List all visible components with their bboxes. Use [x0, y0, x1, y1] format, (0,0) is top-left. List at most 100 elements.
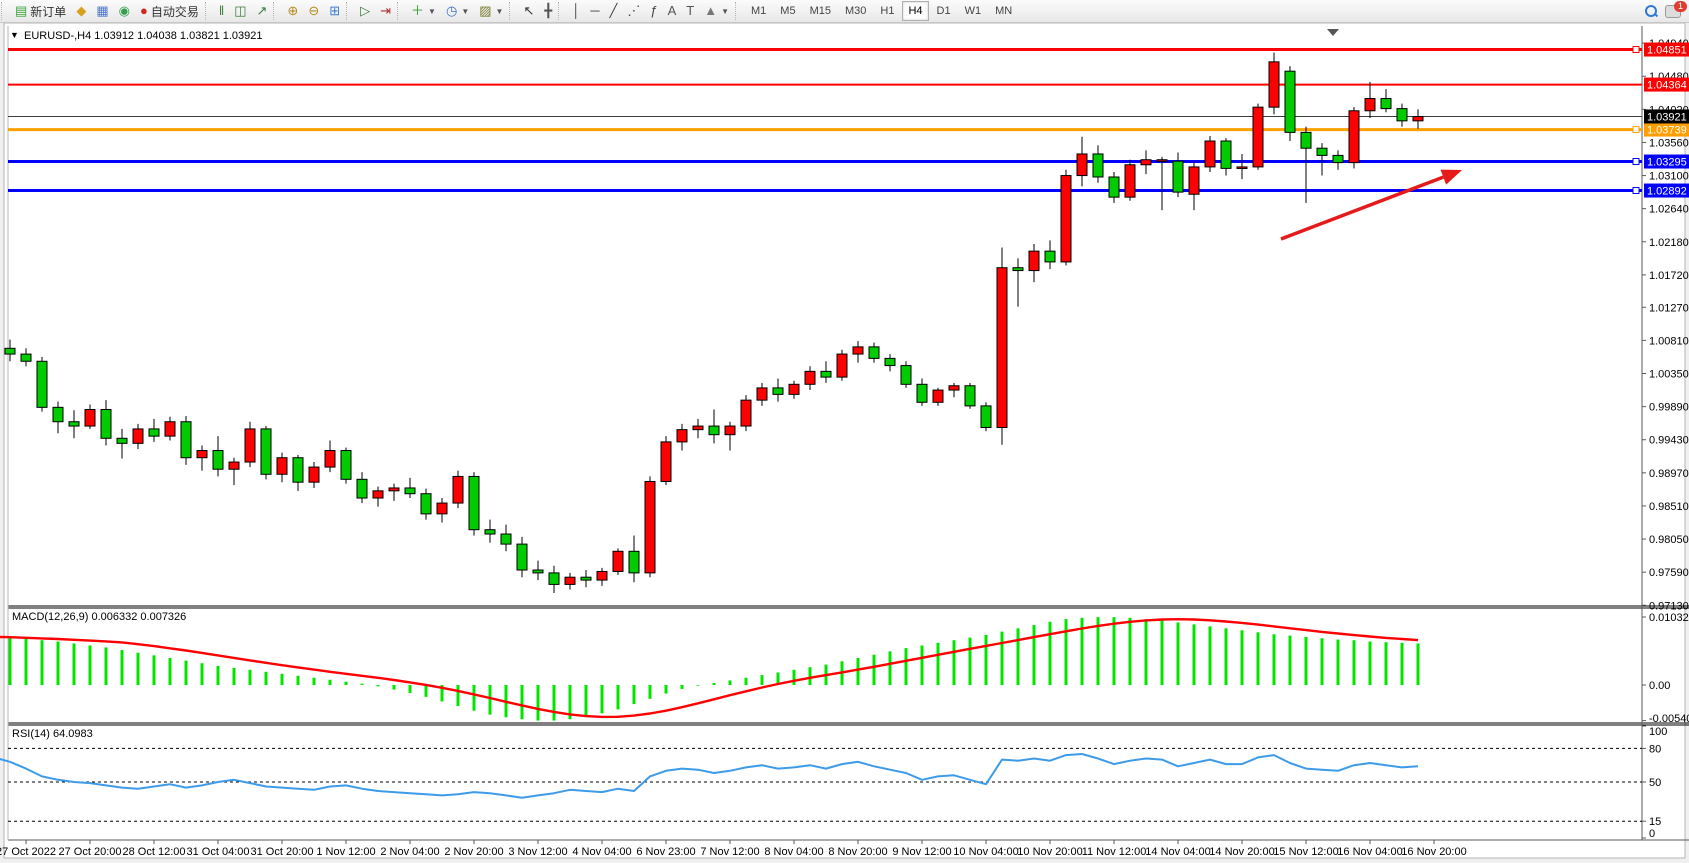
chart-shift-icon: ⇥ [380, 3, 392, 18]
toolbar-separator [273, 2, 281, 20]
chart-title: ▼ EURUSD-,H4 1.03912 1.04038 1.03821 1.03… [10, 30, 263, 42]
svg-text:0.98970: 0.98970 [1649, 468, 1689, 480]
svg-text:14 Nov 04:00: 14 Nov 04:00 [1145, 846, 1210, 858]
svg-text:1.02892: 1.02892 [1647, 186, 1687, 198]
text-button[interactable]: A [663, 0, 682, 22]
templates-button[interactable]: ▨ ▼ [474, 0, 508, 22]
zoom-in-button[interactable]: ⊕ [282, 0, 303, 22]
price-level-badge: 1.04364 [1644, 77, 1689, 92]
svg-text:27 Oct 20:00: 27 Oct 20:00 [59, 846, 122, 858]
resistance-line-1-handle[interactable] [1632, 46, 1640, 54]
timeframe-button-d1[interactable]: D1 [936, 5, 951, 17]
clock-icon: ◷ [445, 3, 458, 18]
candles-layer [4, 52, 1424, 594]
chart-shift-button[interactable]: ⇥ [375, 0, 396, 22]
tile-windows-button[interactable]: ⊞ [324, 0, 345, 22]
line-chart-button[interactable]: ↗ [252, 0, 273, 22]
toolbar-separator [509, 2, 517, 20]
svg-text:1.03560: 1.03560 [1649, 137, 1689, 149]
sound-button[interactable]: ◆ [71, 0, 91, 22]
vline-icon: │ [572, 3, 581, 18]
new-order-button[interactable]: ▤ 新订单 [10, 0, 71, 22]
timeframe-button-m5[interactable]: M5 [780, 5, 796, 17]
hline-button[interactable]: ─ [585, 0, 604, 22]
bid-price-badge: 1.03921 [1644, 109, 1689, 124]
messages-icon[interactable]: 1 [1665, 0, 1687, 18]
svg-text:10 Nov 04:00: 10 Nov 04:00 [953, 846, 1018, 858]
horn-icon: ◆ [76, 3, 87, 18]
timeframe-button-m1[interactable]: M1 [751, 5, 767, 17]
autotrade-icon: ● [139, 3, 148, 18]
svg-text:10 Nov 20:00: 10 Nov 20:00 [1017, 846, 1082, 858]
trendline-icon: ╱ [609, 3, 618, 18]
svg-text:1.03739: 1.03739 [1647, 125, 1687, 137]
chevron-down-icon: ▼ [461, 6, 470, 16]
svg-text:1.00810: 1.00810 [1649, 335, 1689, 347]
label-button[interactable]: T [681, 0, 699, 22]
shapes-button[interactable]: ▲ ▼ [699, 0, 734, 22]
trend-arrow[interactable] [1280, 169, 1462, 241]
hline-icon: ─ [590, 3, 600, 18]
svg-text:31 Oct 04:00: 31 Oct 04:00 [187, 846, 250, 858]
periods-button[interactable]: ◷ ▼ [441, 0, 474, 22]
toolbar: ▤ 新订单 ◆ ▦ ◉ ● 自动交易 ‖ ◫ ↗ ⊕ ⊖ ⊞ ▷ ⇥ ＋ ▼ ◷ ▼ ▨ ▼ ↖ ╋ │ ─ ╱ ⋰ ƒ A T ▲ ▼ M1 M… [0, 0, 1689, 23]
search-icon[interactable] [1645, 5, 1657, 17]
crosshair-button[interactable]: ╋ [539, 0, 557, 22]
indicators-button[interactable]: ＋ ▼ [406, 0, 441, 22]
macd-scale: 0.010322 0.00 -0.005408 [1642, 612, 1689, 725]
autotrade-button-label: 自动交易 [150, 4, 199, 19]
price-level-badge: 1.04851 [1644, 42, 1689, 57]
autotrade-button[interactable]: ● 自动交易 [135, 0, 204, 22]
svg-text:100: 100 [1649, 726, 1667, 738]
channel-button[interactable]: ⋰ [622, 0, 645, 22]
svg-text:0.98510: 0.98510 [1649, 501, 1689, 513]
terminal-button[interactable]: ▦ [91, 0, 113, 22]
macd-signal-line [0, 618, 1419, 719]
svg-text:27 Oct 2022: 27 Oct 2022 [0, 846, 56, 858]
svg-text:2 Nov 20:00: 2 Nov 20:00 [444, 846, 503, 858]
svg-text:50: 50 [1649, 777, 1661, 789]
text-label-icon: T [686, 3, 695, 18]
timeframe-button-mn[interactable]: MN [995, 5, 1013, 17]
timeframe-button-h1[interactable]: H1 [880, 5, 895, 17]
chart-window-background [3, 22, 1686, 859]
timeframe-button-h4[interactable]: H4 [902, 1, 929, 21]
timeframe-button-w1[interactable]: W1 [964, 5, 982, 17]
vline-button[interactable]: │ [567, 0, 585, 22]
svg-text:8 Nov 04:00: 8 Nov 04:00 [764, 846, 823, 858]
svg-text:3 Nov 12:00: 3 Nov 12:00 [508, 846, 567, 858]
bar-chart-button[interactable]: ‖ [214, 0, 229, 22]
toolbar-separator [397, 2, 405, 20]
fibonacci-icon: ƒ [650, 3, 658, 18]
svg-text:1.03295: 1.03295 [1647, 157, 1687, 169]
pivot-line-orange-handle[interactable] [1632, 126, 1640, 134]
auto-scroll-button[interactable]: ▷ [355, 0, 375, 22]
support-line-2-handle[interactable] [1632, 187, 1640, 195]
svg-text:7 Nov 12:00: 7 Nov 12:00 [700, 846, 759, 858]
chart-shift-marker[interactable] [1327, 29, 1339, 36]
new-order-button-label: 新订单 [30, 4, 67, 19]
svg-text:1.00350: 1.00350 [1649, 369, 1689, 381]
support-line-1-handle[interactable] [1632, 158, 1640, 166]
svg-text:8 Nov 20:00: 8 Nov 20:00 [828, 846, 887, 858]
zoom-in-icon: ⊕ [287, 3, 299, 18]
zoom-out-button[interactable]: ⊖ [303, 0, 324, 22]
tile-windows-icon: ⊞ [329, 3, 341, 18]
signal-button[interactable]: ◉ [114, 0, 135, 22]
template-icon: ▨ [479, 3, 492, 18]
candlestick-button[interactable]: ◫ [229, 0, 251, 22]
svg-text:0.97590: 0.97590 [1649, 567, 1689, 579]
svg-text:11 Nov 12:00: 11 Nov 12:00 [1082, 846, 1147, 858]
macd-label: MACD(12,26,9) 0.006332 0.007326 [12, 611, 186, 623]
rsi-scale: 100 80 50 150 [1642, 725, 1667, 840]
trendline-button[interactable]: ╱ [605, 0, 623, 22]
rsi-indicator: RSI(14) 64.0983 [0, 728, 1419, 799]
cursor-button[interactable]: ↖ [518, 0, 539, 22]
timeframe-button-m15[interactable]: M15 [809, 5, 831, 17]
chevron-down-icon: ▼ [428, 6, 436, 16]
fibonacci-button[interactable]: ƒ [645, 0, 662, 22]
timeframe-button-m30[interactable]: M30 [844, 5, 867, 17]
auto-scroll-icon: ▷ [360, 3, 371, 18]
svg-text:-0.005408: -0.005408 [1649, 713, 1689, 725]
